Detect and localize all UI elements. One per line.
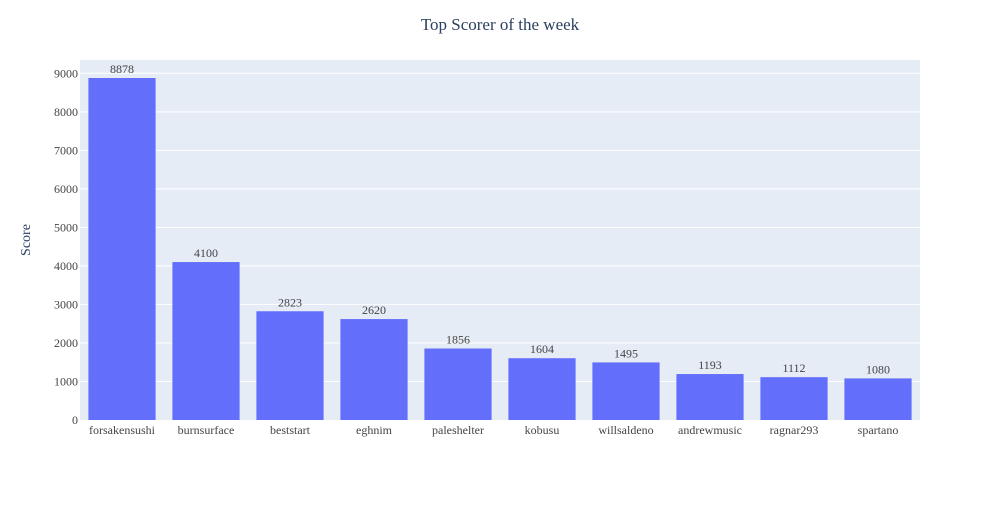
bar-value-label: 1495 [614,346,638,360]
bar-value-label: 1604 [530,342,554,356]
y-tick-label: 6000 [54,182,78,196]
bar [172,262,240,420]
bar-value-label: 2823 [278,295,302,309]
bar [340,319,408,420]
bar [424,348,492,420]
y-tick-label: 2000 [54,336,78,350]
y-tick-label: 5000 [54,220,78,234]
bar-value-label: 4100 [194,246,218,260]
bar [676,374,744,420]
x-tick-label: spartano [858,423,899,437]
bar [88,78,156,421]
y-axis-title: Score [19,224,34,256]
chart-title: Top Scorer of the week [421,15,580,34]
bar-value-label: 1193 [698,358,722,372]
bar-value-label: 1856 [446,333,470,347]
y-tick-label: 4000 [54,259,78,273]
bar-value-label: 1112 [782,361,805,375]
x-tick-label: burnsurface [178,423,235,437]
y-tick-label: 0 [72,413,78,427]
x-tick-label: eghnim [356,423,393,437]
y-tick-label: 9000 [54,66,78,80]
x-tick-label: forsakensushi [89,423,156,437]
bar [256,311,324,420]
y-tick-label: 3000 [54,297,78,311]
x-tick-label: beststart [270,423,311,437]
bar-value-label: 8878 [110,62,134,76]
x-tick-label: willsaldeno [598,423,653,437]
y-tick-label: 8000 [54,105,78,119]
y-axis-ticks: 0 1000 2000 3000 4000 5000 6000 7000 8000 9000 [54,66,78,427]
data-labels: 8878 4100 2823 2620 1856 1604 1495 1193 1112 1080 [110,62,890,376]
x-axis-ticks: forsakensushi burnsurface beststart eghnim p… [89,423,898,437]
bar-value-label: 2620 [362,303,386,317]
bar [508,358,576,420]
y-tick-label: 1000 [54,374,78,388]
bars [88,78,912,421]
bar [592,362,660,420]
bar [760,377,828,420]
x-tick-label: paleshelter [432,423,484,437]
x-tick-label: kobusu [525,423,560,437]
x-tick-label: andrewmusic [678,423,742,437]
y-tick-label: 7000 [54,143,78,157]
bar [844,378,912,420]
bar-value-label: 1080 [866,362,890,376]
x-tick-label: ragnar293 [770,423,819,437]
